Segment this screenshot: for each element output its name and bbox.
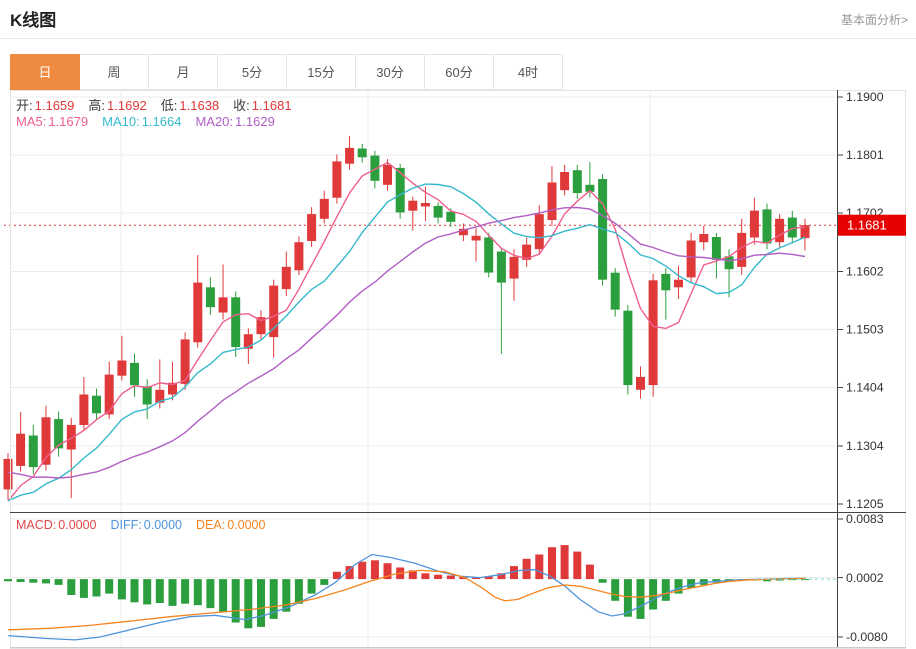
interval-tabs: 日周月 5分 15分 30分 60分 4时	[10, 54, 563, 90]
candles-layer	[3, 136, 810, 500]
chart-frame	[10, 90, 906, 649]
axis-tick-label: 1.1602	[846, 265, 884, 279]
ma20-line	[7, 206, 806, 479]
ma-ma20: MA20: 1.1629	[195, 114, 275, 129]
ma10-line	[7, 183, 806, 502]
macd-lines	[7, 553, 836, 641]
ohlc-legend: 开: 1.1659 高: 1.1692 低: 1.1638 收: 1.1681	[16, 95, 306, 114]
interval-tab-1[interactable]: 周	[79, 54, 149, 90]
ma-ma10: MA10: 1.1664	[102, 114, 182, 129]
macd-diff: DIFF: 0.0000	[110, 518, 182, 532]
page-title: K线图	[10, 11, 57, 30]
diff-line	[7, 553, 806, 641]
axis-tick-label: 1.1205	[846, 497, 884, 511]
axis-tick-label: 1.1900	[846, 90, 884, 104]
title-divider	[0, 38, 916, 39]
axis-tick-label: 1.1304	[846, 439, 884, 453]
ohlc-high: 高: 1.1692	[88, 98, 147, 113]
axis-labels: 1.19001.18011.17021.16021.15031.14041.13…	[837, 90, 888, 644]
dea-line	[7, 569, 806, 631]
ohlc-low: 低: 1.1638	[160, 98, 220, 113]
macd-histogram	[4, 545, 809, 629]
interval-tab-4[interactable]: 15分	[286, 54, 356, 90]
fundamental-analysis-link[interactable]: 基本面分析>	[840, 13, 908, 27]
macd-macd: MACD: 0.0000	[16, 518, 97, 532]
ma-ma5: MA5: 1.1679	[16, 114, 89, 129]
last-price-label: 1.1681	[847, 218, 887, 233]
axis-tick-label: 1.1801	[846, 148, 884, 162]
ohlc-close: 收: 1.1681	[233, 98, 292, 113]
interval-tab-6[interactable]: 60分	[424, 54, 494, 90]
axis-tick-label: 1.1503	[846, 323, 884, 337]
interval-tab-0[interactable]: 日	[10, 54, 80, 90]
axis-tick-label: -0.0080	[846, 630, 888, 644]
interval-tab-3[interactable]: 5分	[217, 54, 287, 90]
ma5-line	[7, 161, 806, 502]
ma-lines	[7, 161, 806, 502]
grid-lines	[10, 90, 837, 647]
ma-legend: MA5: 1.1679 MA10: 1.1664 MA20: 1.1629	[16, 114, 289, 129]
macd-legend: MACD: 0.0000 DIFF: 0.0000 DEA: 0.0000	[16, 518, 279, 532]
axis-tick-label: 0.0002	[846, 571, 884, 585]
last-price-marker: 1.1681	[838, 214, 906, 236]
interval-tab-2[interactable]: 月	[148, 54, 218, 90]
interval-tab-5[interactable]: 30分	[355, 54, 425, 90]
axis-tick-label: 1.1404	[846, 381, 884, 395]
macd-dea: DEA: 0.0000	[196, 518, 266, 532]
axis-tick-label: 0.0083	[846, 512, 884, 526]
interval-tab-7[interactable]: 4时	[493, 54, 563, 90]
ohlc-open: 开: 1.1659	[16, 98, 75, 113]
